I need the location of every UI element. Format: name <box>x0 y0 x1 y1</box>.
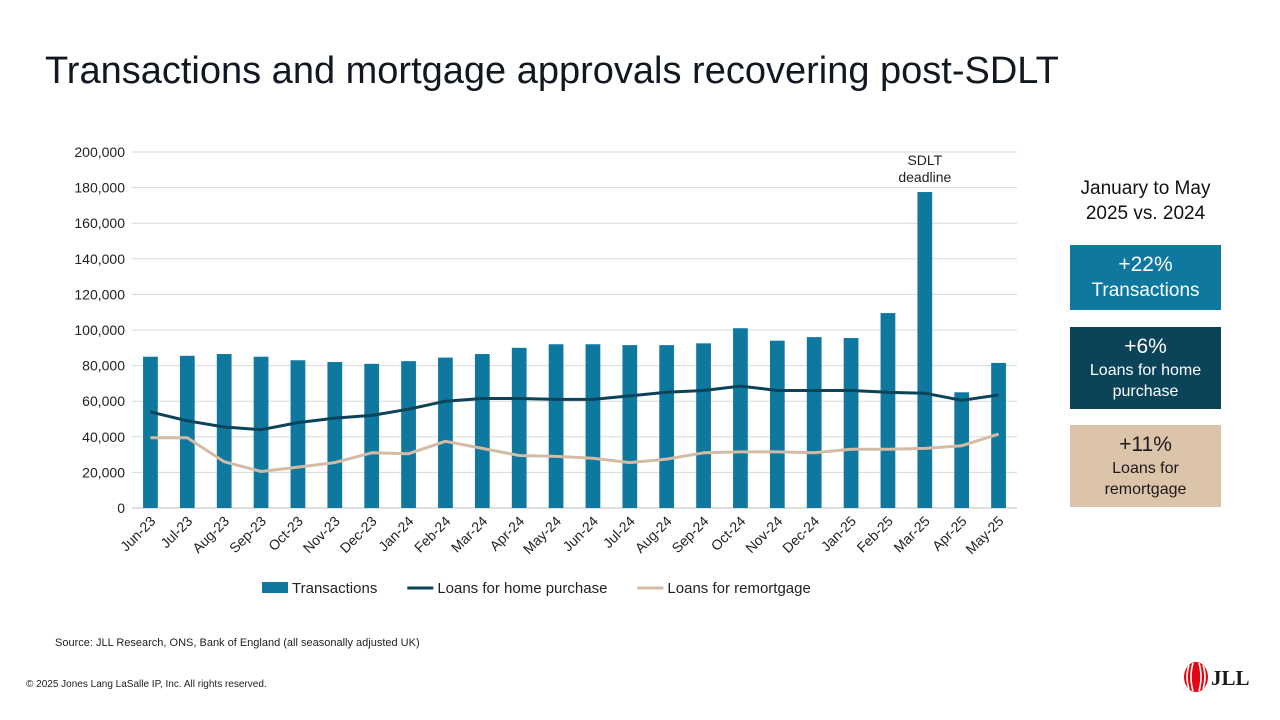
bar-transactions <box>917 192 933 509</box>
x-tick-label: Nov-24 <box>742 513 785 556</box>
bar-transactions <box>511 347 527 508</box>
bar-transactions <box>733 328 748 508</box>
panel-heading-line2: 2025 vs. 2024 <box>1085 203 1206 224</box>
stat-value: +6% <box>1124 335 1167 358</box>
bar-transactions <box>474 354 490 508</box>
annotation-label: deadline <box>898 169 951 185</box>
bar-transactions <box>880 313 896 508</box>
panel-heading-line1: January to May <box>1080 178 1211 199</box>
x-tick-label: Jun-23 <box>117 513 159 555</box>
bar-transactions <box>769 340 785 508</box>
legend-label: Loans for home purchase <box>437 580 607 597</box>
y-tick-label: 200,000 <box>74 144 125 160</box>
x-tick-label: Oct-24 <box>708 513 749 554</box>
stat-box-remortgage: +11% Loans for remortgage <box>1070 425 1221 507</box>
stat-value: +11% <box>1119 433 1172 456</box>
annotation-label: SDLT <box>907 152 942 168</box>
panel-heading: January to May 2025 vs. 2024 <box>1070 176 1221 226</box>
jll-logo: JLL <box>1184 662 1250 692</box>
x-tick-label: Dec-23 <box>337 513 380 556</box>
x-tick-label: Sep-24 <box>668 513 711 556</box>
bar-transactions <box>401 361 416 508</box>
stat-label-line2: remortgage <box>1104 481 1187 498</box>
bar-transactions <box>290 360 306 508</box>
stat-label-line1: Loans for <box>1112 460 1179 477</box>
y-tick-label: 60,000 <box>82 393 125 409</box>
stat-box-transactions: +22% Transactions <box>1070 245 1221 310</box>
y-tick-label: 120,000 <box>74 286 125 302</box>
legend-label: Loans for remortgage <box>667 580 810 597</box>
x-tick-label: Feb-25 <box>853 513 896 556</box>
legend-swatch <box>262 582 288 593</box>
bar-transactions <box>216 354 232 508</box>
page-title: Transactions and mortgage approvals reco… <box>45 50 1059 92</box>
bar-transactions <box>585 344 601 508</box>
copyright-note: © 2025 Jones Lang LaSalle IP, Inc. All r… <box>26 679 267 690</box>
x-tick-label: Jun-24 <box>559 513 601 555</box>
x-tick-label: Nov-23 <box>300 513 343 556</box>
x-tick-label: Aug-24 <box>632 513 675 556</box>
x-tick-label: Mar-25 <box>890 513 933 556</box>
y-tick-label: 20,000 <box>82 464 125 480</box>
stat-box-home-purchase: +6% Loans for home purchase <box>1070 327 1221 409</box>
stat-label-line1: Loans for home <box>1089 362 1202 379</box>
x-tick-label: Feb-24 <box>411 513 454 556</box>
bar-transactions <box>327 362 343 508</box>
source-note: Source: JLL Research, ONS, Bank of Engla… <box>55 637 420 649</box>
y-tick-label: 100,000 <box>74 322 125 338</box>
bar-transactions <box>843 338 859 508</box>
y-tick-label: 140,000 <box>74 251 125 267</box>
bar-transactions <box>659 345 675 508</box>
stat-value: +22% <box>1118 252 1173 276</box>
x-tick-label: Sep-23 <box>226 513 269 556</box>
y-tick-label: 160,000 <box>74 215 125 231</box>
stat-label: Transactions <box>1091 279 1200 301</box>
combo-chart: 0 20,000 40,000 60,000 80,000 100,000 120,000 1… <box>74 144 1017 597</box>
y-tick-label: 40,000 <box>82 429 125 445</box>
bar-transactions <box>954 392 970 508</box>
line-loans-for-remortgage <box>150 432 1000 473</box>
bar-transactions <box>622 345 638 508</box>
line-loans-for-home-purchase <box>150 384 999 432</box>
jll-logo-text: JLL <box>1211 666 1250 690</box>
legend-label: Transactions <box>292 580 377 597</box>
jll-logo-icon <box>1184 662 1208 692</box>
x-tick-label: Mar-24 <box>448 513 491 556</box>
x-tick-label: May-24 <box>520 513 564 557</box>
bar-transactions <box>179 355 195 508</box>
y-tick-label: 180,000 <box>74 180 125 196</box>
bar-transactions <box>806 337 822 508</box>
y-tick-label: 0 <box>117 500 125 516</box>
x-tick-label: Oct-23 <box>265 513 306 554</box>
y-tick-label: 80,000 <box>82 358 125 374</box>
bar-transactions <box>143 356 158 508</box>
bar-transactions <box>548 344 564 508</box>
bar-transactions <box>364 363 380 508</box>
x-tick-label: Dec-24 <box>779 513 822 556</box>
bar-transactions <box>438 357 453 508</box>
bar-transactions <box>696 343 711 508</box>
stat-label-line2: purchase <box>1112 383 1179 400</box>
x-tick-label: Jan-24 <box>375 513 417 555</box>
bar-transactions <box>253 356 269 508</box>
x-tick-label: Jan-25 <box>818 513 860 555</box>
x-tick-label: May-25 <box>962 513 1006 557</box>
x-tick-label: Aug-23 <box>189 513 232 556</box>
